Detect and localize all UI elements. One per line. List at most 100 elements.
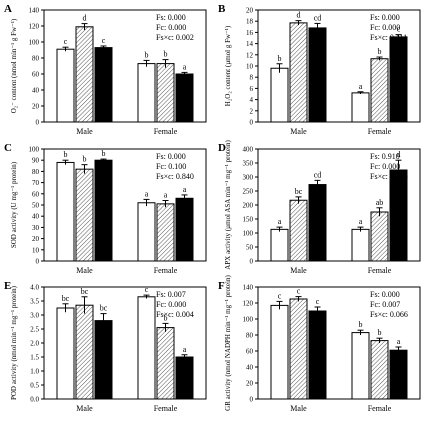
panel-label: A (4, 3, 12, 15)
y-tick-label: 4 (250, 96, 254, 104)
bar (94, 320, 113, 400)
stat-line: Fc: 0.000 (156, 23, 186, 32)
stat-line: Fs: 0.007 (156, 290, 186, 299)
stat-line: Fs: 0.000 (370, 13, 400, 22)
stat-line: Fs: 0.000 (156, 152, 186, 161)
bar (389, 349, 408, 400)
category-label: Male (76, 404, 93, 413)
bar (389, 169, 408, 262)
category-label: Male (76, 127, 93, 136)
category-label: Female (154, 404, 178, 413)
bar (289, 298, 308, 400)
bar (351, 228, 370, 262)
y-tick-label: 140 (243, 284, 254, 292)
y-tick-label: 60 (246, 348, 254, 356)
panel-label: B (218, 3, 226, 15)
bar (56, 161, 75, 262)
stat-line: Fs: 0.000 (156, 13, 186, 22)
plot-frame (257, 286, 421, 400)
y-tick-label: 350 (243, 160, 254, 168)
y-tick-label: 3.5 (30, 298, 39, 306)
stat-line: Fc: 0.000 (156, 300, 186, 309)
y-tick-label: 30 (32, 224, 40, 232)
significance-label: d (83, 14, 87, 23)
bar (137, 202, 156, 262)
y-tick-label: 20 (32, 235, 40, 243)
panel-label: D (218, 142, 226, 154)
significance-label: c (145, 285, 149, 294)
y-tick-label: 2.0 (30, 340, 39, 348)
y-tick-label: 2.5 (30, 326, 39, 334)
y-tick-label: 60 (32, 190, 40, 198)
stat-line: Fc: 0.000 (370, 23, 400, 32)
stat-line: Fs: 0.000 (370, 290, 400, 299)
bar (56, 307, 75, 400)
significance-label: b (164, 313, 168, 322)
y-axis-label: O₂⁻ content (nmol min⁻¹ g Fw⁻¹) (10, 18, 18, 113)
stat-line: Fs×c: 0.004 (156, 310, 194, 319)
significance-label: b (278, 54, 282, 63)
y-tick-label: 3.0 (30, 312, 39, 320)
bar (270, 228, 289, 262)
bar (94, 159, 113, 262)
significance-label: a (183, 185, 187, 194)
category-label: Male (290, 266, 307, 275)
y-tick-label: 10 (246, 63, 254, 71)
panel-F: 0 20 40 60 80 100 120 140 GR activity (nmol NADP… (218, 275, 421, 413)
y-tick-label: 1.5 (30, 354, 39, 362)
stat-line: Fc: 0.000 (370, 162, 400, 171)
significance-label: bc (100, 304, 108, 313)
bar (175, 73, 194, 123)
y-tick-label: 16 (246, 29, 254, 37)
bar (308, 184, 327, 262)
y-tick-label: 40 (32, 87, 40, 95)
y-axis-label: POD activity (nmol min⁻¹ mg⁻¹ protein) (10, 285, 18, 400)
y-tick-label: 90 (32, 157, 40, 165)
y-tick-label: 150 (243, 216, 254, 224)
y-tick-label: 0 (250, 258, 254, 266)
significance-label: d (297, 11, 301, 20)
bar (175, 356, 194, 400)
bar (75, 304, 94, 400)
panel-E: 0.0 0.5 1.0 1.5 2.0 2.5 3.0 3.5 4.0 POD activity … (4, 280, 207, 413)
y-tick-label: 0 (250, 396, 254, 404)
bar (389, 36, 408, 123)
stat-line: Fs: 0.910 (370, 152, 400, 161)
bar (351, 92, 370, 123)
y-tick-label: 40 (246, 364, 254, 372)
significance-label: a (359, 217, 363, 226)
category-label: Male (290, 127, 307, 136)
bar (175, 197, 194, 262)
stat-line: Fs×c: 0.002 (156, 33, 194, 42)
significance-label: a (183, 345, 187, 354)
y-tick-label: 10 (32, 246, 40, 254)
bar (137, 296, 156, 400)
y-tick-label: 18 (246, 18, 254, 26)
bar (156, 203, 175, 262)
y-tick-label: 60 (32, 71, 40, 79)
y-tick-label: 100 (243, 316, 254, 324)
stat-line: Fs×c: 0.056 (370, 172, 408, 181)
y-tick-label: 1.0 (30, 368, 39, 376)
panel-B: 0 2 4 6 8 10 12 14 16 18 20 H₂O₂ content (µmol g Fw… (218, 3, 421, 136)
bar (370, 211, 389, 262)
significance-label: b (64, 150, 68, 159)
significance-label: a (183, 62, 187, 71)
significance-label: a (397, 337, 401, 346)
y-tick-label: 50 (246, 244, 254, 252)
y-axis-label: H₂O₂ content (µmol g Fw⁻¹) (224, 25, 232, 106)
significance-label: c (64, 37, 68, 46)
significance-label: b (164, 50, 168, 59)
significance-label: b (102, 149, 106, 158)
significance-label: c (278, 291, 282, 300)
significance-label: a (278, 217, 282, 226)
y-tick-label: 0.5 (30, 382, 39, 390)
stat-line: Fc: 0.100 (156, 162, 186, 171)
category-label: Female (368, 404, 392, 413)
panel-label: E (4, 280, 11, 292)
y-tick-label: 80 (32, 55, 40, 63)
panel-label: F (218, 280, 225, 292)
y-tick-label: 80 (246, 332, 254, 340)
y-axis-label: GR activity (nmol NADPH min⁻¹ mg⁻¹ prote… (224, 275, 232, 411)
